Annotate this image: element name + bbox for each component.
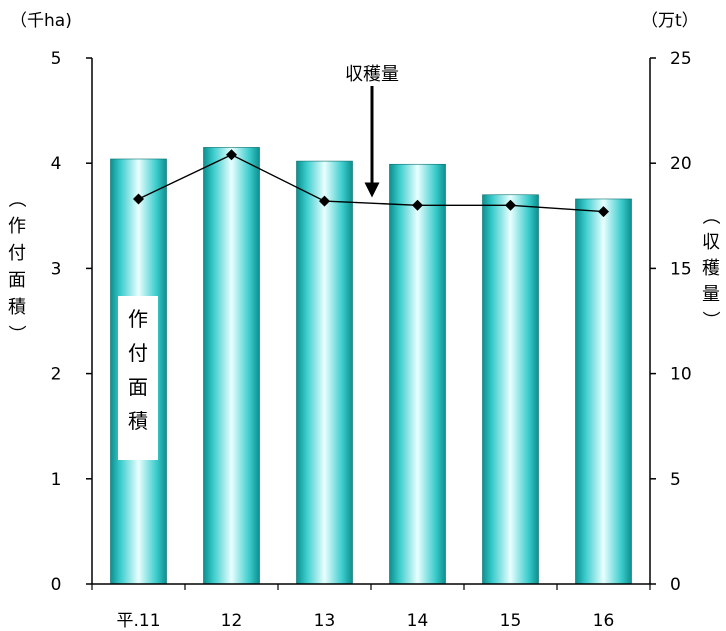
svg-text:（: （ [6, 190, 27, 208]
harvest-point-5 [598, 206, 609, 218]
x-tick-label: 14 [407, 611, 429, 631]
left-tick-label: 1 [51, 470, 62, 490]
bar-5 [575, 198, 632, 585]
bar-1 [203, 147, 260, 585]
right-axis-unit: （万t） [641, 11, 699, 31]
right-tick-label: 20 [670, 154, 692, 174]
bar-3 [389, 163, 446, 585]
svg-text:積: 積 [128, 409, 148, 433]
right-tick-label: 5 [670, 470, 681, 490]
left-tick-label: 5 [51, 49, 62, 69]
right-tick-label: 0 [670, 575, 681, 595]
svg-text:作: 作 [8, 216, 26, 237]
svg-text:）: ） [6, 325, 27, 343]
svg-text:面: 面 [8, 270, 26, 291]
svg-text:収: 収 [702, 232, 720, 253]
bar-2 [296, 160, 353, 585]
right-axis-title: （ 収穫量 ） [700, 207, 721, 329]
harvest-line [138, 154, 604, 213]
left-tick-label: 4 [51, 154, 62, 174]
left-tick-label: 2 [51, 365, 62, 385]
x-tick-label: 12 [221, 611, 243, 631]
svg-text:作: 作 [128, 307, 148, 331]
svg-text:付: 付 [128, 341, 148, 365]
svg-text:）: ） [700, 311, 721, 329]
right-tick-label: 25 [670, 49, 692, 69]
svg-text:付: 付 [8, 243, 26, 264]
left-tick-label: 3 [51, 259, 62, 279]
svg-text:（: （ [700, 207, 721, 225]
harvest-point-3 [412, 199, 423, 211]
right-tick-label: 10 [670, 365, 692, 385]
left-axis-unit: （千ha) [10, 11, 72, 31]
harvest-point-4 [505, 199, 516, 211]
line-annotation-label: 収穫量 [345, 64, 399, 85]
x-tick-label: 平.11 [116, 611, 160, 631]
right-tick-label: 15 [670, 259, 692, 279]
svg-text:積: 積 [8, 297, 26, 318]
bar-4 [482, 194, 539, 585]
x-tick-label: 16 [593, 611, 615, 631]
harvest-point-1 [226, 149, 237, 161]
bar-annotation-box [118, 296, 158, 460]
x-tick-label: 15 [500, 611, 522, 631]
svg-text:穫: 穫 [702, 258, 720, 279]
harvest-point-2 [319, 195, 330, 207]
svg-text:量: 量 [702, 284, 720, 305]
svg-text:面: 面 [128, 375, 148, 399]
left-tick-label: 0 [51, 575, 62, 595]
harvest-point-0 [133, 193, 144, 205]
x-tick-label: 13 [314, 611, 336, 631]
